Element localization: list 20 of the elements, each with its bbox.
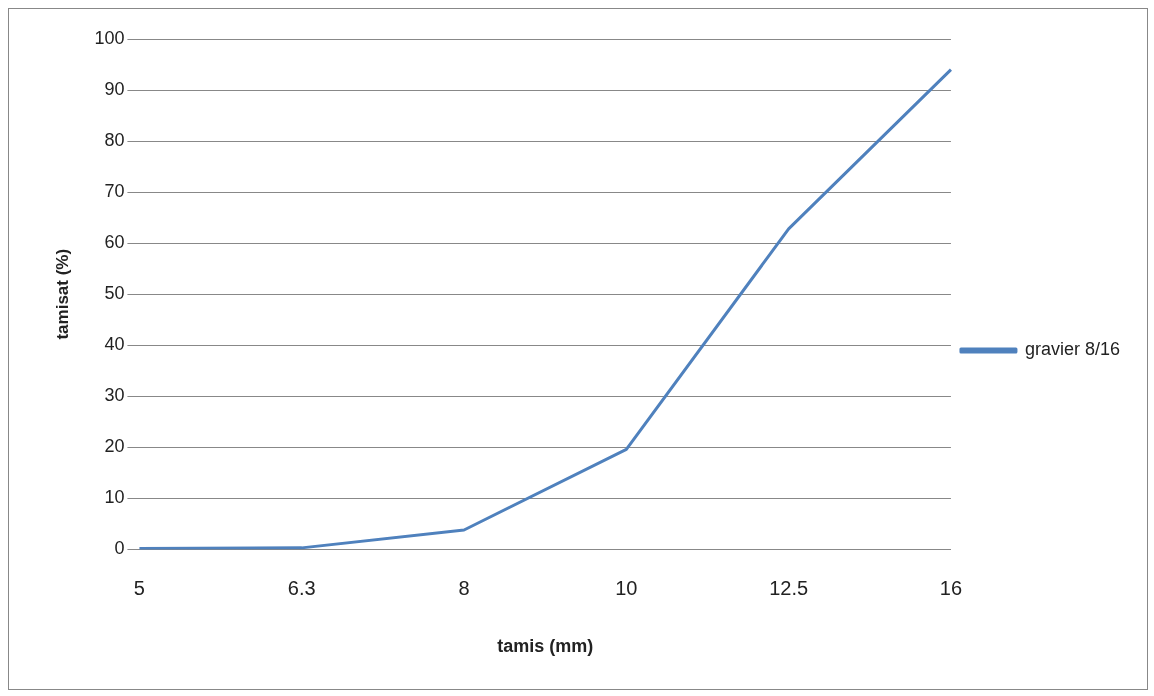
y-tick-label: 10 — [104, 487, 125, 508]
y-tick-label: 100 — [94, 27, 125, 48]
y-tick-label: 80 — [104, 130, 125, 151]
x-tick-label: 10 — [615, 576, 638, 599]
y-axis-title: tamisat (%) — [52, 248, 72, 340]
y-tick-label: 60 — [104, 232, 125, 253]
y-tick-label: 40 — [104, 334, 125, 355]
x-axis-title: tamis (mm) — [497, 636, 594, 657]
y-tick-label: 90 — [104, 79, 125, 100]
y-tick-label: 50 — [104, 283, 125, 304]
x-tick-label: 6.3 — [287, 576, 316, 599]
y-tick-label: 70 — [104, 181, 125, 202]
y-tick-label: 0 — [114, 538, 125, 559]
y-tick-label: 30 — [104, 385, 125, 406]
x-tick-label: 8 — [458, 576, 470, 599]
legend-label: gravier 8/16 — [1024, 339, 1121, 360]
x-tick-label: 16 — [939, 576, 963, 599]
x-tick-label: 12.5 — [769, 576, 809, 599]
y-tick-label: 20 — [104, 436, 125, 457]
x-tick-label: 5 — [133, 576, 145, 599]
